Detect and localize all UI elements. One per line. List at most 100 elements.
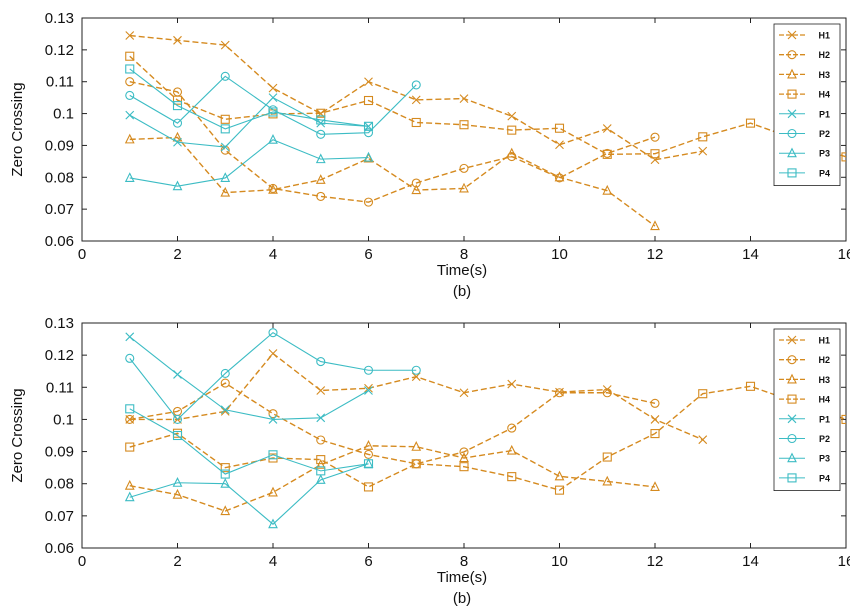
x-tick-label: 8 xyxy=(460,246,468,263)
legend-marker xyxy=(787,433,797,444)
x-axis: 0 2 4 6 8 10 12 14 16 xyxy=(78,323,850,570)
data-point xyxy=(602,385,612,394)
series-line xyxy=(129,336,369,420)
series-p3 xyxy=(124,458,374,529)
chart-panel-1: 0 2 4 6 8 10 12 14 16 0.06 0.07 0.08 0.09 0.1 0.11 0.1… xyxy=(9,10,850,300)
data-point xyxy=(316,115,326,125)
data-point xyxy=(172,101,183,111)
legend-label: P3 xyxy=(819,454,830,464)
data-point xyxy=(172,118,183,128)
legend-label: P2 xyxy=(819,434,830,444)
legend-entry-h1: H1 xyxy=(779,336,830,346)
data-point xyxy=(172,414,183,424)
series-line xyxy=(129,75,417,135)
data-point xyxy=(125,332,135,342)
data-point xyxy=(411,184,422,195)
data-point xyxy=(411,459,421,469)
data-point xyxy=(125,90,135,100)
series-h4 xyxy=(125,381,846,495)
legend-entry-h4: H4 xyxy=(779,89,830,100)
data-point xyxy=(411,95,421,105)
x-tick-label: 12 xyxy=(647,246,664,263)
data-point xyxy=(698,132,708,142)
data-point xyxy=(650,220,660,231)
data-point xyxy=(172,95,183,105)
y-tick-label: 0.13 xyxy=(45,10,74,27)
series-h3 xyxy=(124,440,660,516)
data-point xyxy=(364,77,373,87)
x-tick-label: 10 xyxy=(551,246,568,263)
data-point xyxy=(459,452,469,463)
data-point xyxy=(125,77,135,87)
data-point xyxy=(411,117,421,128)
data-point xyxy=(268,349,278,358)
data-point xyxy=(125,51,135,61)
data-point xyxy=(363,482,374,492)
y-tick-label: 0.07 xyxy=(45,508,74,525)
x-tick-label: 10 xyxy=(551,553,568,570)
data-point xyxy=(315,153,326,164)
legend-marker xyxy=(787,473,797,483)
legend-label: P2 xyxy=(819,129,830,139)
legend-marker xyxy=(787,89,797,99)
y-axis: 0.06 0.07 0.08 0.09 0.1 0.11 0.12 0.13 xyxy=(45,315,846,557)
data-point xyxy=(173,137,182,147)
y-tick-label: 0.08 xyxy=(45,476,74,493)
x-tick-label: 6 xyxy=(364,246,372,263)
legend-marker xyxy=(787,373,797,384)
data-point xyxy=(124,479,135,490)
x-tick-label: 4 xyxy=(269,246,277,263)
data-point xyxy=(459,182,469,193)
series-p1 xyxy=(125,332,373,424)
y-axis: 0.06 0.07 0.08 0.09 0.1 0.11 0.12 0.13 xyxy=(45,10,846,250)
series-line xyxy=(129,408,369,475)
data-point xyxy=(554,485,565,495)
y-tick-label: 0.08 xyxy=(45,169,74,186)
plot-frame xyxy=(81,322,847,549)
legend-label: P4 xyxy=(819,473,830,483)
data-point xyxy=(411,372,421,382)
legend-label: H3 xyxy=(818,70,830,80)
data-point xyxy=(315,474,326,484)
data-point xyxy=(507,423,517,433)
data-point xyxy=(268,133,278,144)
data-point xyxy=(268,450,278,460)
series-h1 xyxy=(125,349,708,445)
data-point xyxy=(363,197,374,207)
data-point xyxy=(602,184,613,195)
data-point xyxy=(172,180,183,191)
data-point xyxy=(650,481,660,491)
data-point xyxy=(698,146,708,156)
legend-marker xyxy=(787,147,797,158)
x-tick-label: 0 xyxy=(78,246,86,263)
legend-entry-h2: H2 xyxy=(779,355,830,365)
data-point xyxy=(315,174,326,184)
data-point xyxy=(125,64,135,74)
y-tick-label: 0.11 xyxy=(46,74,74,91)
legend-marker xyxy=(787,168,797,178)
data-point xyxy=(172,430,183,441)
data-point xyxy=(316,435,326,445)
data-point xyxy=(364,386,373,395)
data-point xyxy=(650,415,660,424)
legend-entry-p1: P1 xyxy=(779,414,830,424)
series-p4 xyxy=(125,64,374,134)
data-point xyxy=(602,452,612,462)
data-point xyxy=(841,152,846,162)
data-point xyxy=(507,125,517,135)
data-point xyxy=(411,80,421,90)
series-line xyxy=(129,385,846,491)
legend: H1 H2 H3 H4 P1 P2 P3 P4 xyxy=(773,23,841,187)
data-point xyxy=(316,386,326,395)
data-point xyxy=(124,491,135,502)
y-tick-label: 0.13 xyxy=(45,315,74,332)
data-point xyxy=(459,94,469,103)
data-point xyxy=(507,111,517,121)
legend-label: H3 xyxy=(818,375,830,385)
y-tick-label: 0.1 xyxy=(53,411,74,428)
y-axis-label: Zero Crossing xyxy=(9,82,26,176)
series-line xyxy=(129,96,369,148)
data-point xyxy=(650,132,660,142)
data-point xyxy=(220,469,230,479)
data-point xyxy=(268,328,278,338)
